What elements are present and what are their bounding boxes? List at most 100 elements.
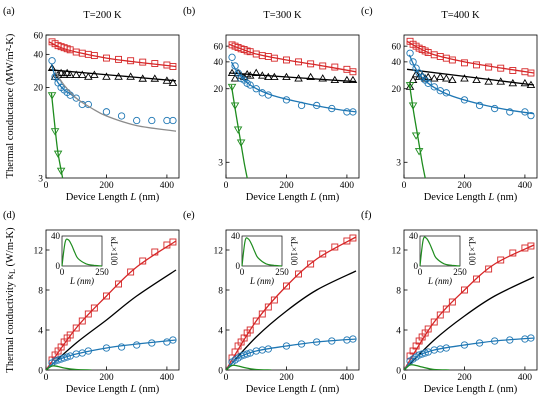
x-tick-label: 400 [160, 373, 175, 383]
data-point-triangle [65, 70, 75, 78]
y-axis-label-bottom: Thermal conductivity κL (W/m-K) [5, 227, 17, 373]
series-green [46, 365, 92, 370]
data-point-triangle [411, 69, 421, 78]
data-point-circle [246, 81, 254, 89]
fit-line-black [48, 69, 177, 82]
data-point-triangle-down [227, 83, 237, 92]
data-point-square [331, 63, 339, 71]
series-red [46, 238, 177, 370]
data-point-triangle [59, 70, 69, 78]
series-green [226, 364, 272, 370]
data-point-triangle [227, 68, 237, 76]
plot-area [405, 37, 536, 178]
data-point-circle [527, 334, 535, 342]
x-axis-label-var: L [309, 384, 316, 395]
y-tick-label: 0 [396, 366, 401, 376]
plot-frame [45, 229, 180, 371]
fit-line-blue [404, 337, 535, 370]
data-point-triangle [508, 78, 518, 87]
series-black [404, 276, 535, 370]
fit-line-red [406, 40, 535, 74]
series-red [228, 41, 357, 76]
fit-line-gray [54, 71, 177, 132]
data-point-square [115, 55, 122, 63]
data-point-circle [424, 79, 432, 87]
data-point-square [448, 56, 456, 64]
x-axis-label-main: Device Length [246, 384, 311, 395]
data-point-triangle [84, 72, 93, 80]
data-point-square [264, 303, 272, 311]
panel-label-e: (e) [183, 210, 195, 221]
fit-line-black [46, 269, 177, 370]
y-tick-label: 0 [38, 366, 43, 376]
data-point-circle [63, 353, 71, 361]
data-point-triangle-down [47, 92, 57, 100]
data-point-circle [328, 104, 336, 113]
data-point-triangle [47, 63, 57, 72]
data-point-square [90, 304, 98, 312]
plot-area [46, 238, 177, 370]
data-point-circle [343, 108, 351, 116]
series-red [48, 38, 177, 70]
series-blue [48, 57, 177, 125]
data-point-triangle [50, 72, 60, 80]
data-point-circle [460, 96, 469, 104]
data-point-circle [117, 112, 126, 120]
data-point-triangle [102, 72, 111, 80]
series-red [404, 242, 535, 370]
y-tick-label: 60 [392, 42, 402, 52]
panel-title-a: T=200 K [83, 10, 122, 21]
data-point-square [331, 243, 339, 251]
inset-y-tick-label: 40 [409, 231, 419, 241]
data-point-triangle [168, 78, 178, 86]
data-point-circle [231, 62, 239, 70]
y-tick-label: 8 [38, 286, 43, 296]
fit-line-black [226, 270, 357, 370]
plot-area [226, 234, 357, 370]
plot-frame [45, 34, 180, 179]
inset-y-tick-label: 40 [231, 231, 241, 241]
data-point-triangle [429, 74, 439, 82]
y-tick-label: 8 [218, 286, 223, 296]
x-tick-label: 400 [518, 181, 533, 191]
inset-x-tick-label: 250 [453, 267, 467, 277]
inset-y-tick-label: 0 [56, 261, 61, 271]
y-tick-label: 3 [396, 159, 401, 169]
y-axis-label-bottom-unit: (W/m-K) [5, 227, 16, 269]
panel-b: 0 200 400 3 20 40 60 Device Length L (nm) (b) T=3… [183, 6, 360, 203]
inset-curve [61, 238, 103, 267]
y-tick-label: 20 [214, 85, 224, 95]
data-point-triangle [484, 77, 493, 85]
data-point-triangle [520, 78, 530, 87]
x-axis-label-var: L [487, 192, 494, 203]
data-point-square [430, 318, 438, 326]
fit-line-blue [230, 61, 357, 113]
data-point-circle [506, 108, 514, 116]
data-point-square [139, 257, 147, 265]
data-point-square [461, 286, 468, 294]
x-axis-label: Device Length L (nm) [424, 384, 518, 395]
data-point-triangle [442, 74, 451, 82]
x-axis-label-var: L [309, 192, 316, 203]
x-tick-label: 400 [340, 373, 355, 383]
data-point-circle [148, 339, 156, 347]
y-tick-label: 3 [218, 159, 223, 169]
data-point-square [283, 56, 290, 64]
inset-e: 0 250 0 40 L (nm) κL×100 [231, 231, 299, 286]
data-point-circle [313, 338, 321, 346]
data-point-triangle [77, 70, 87, 78]
series-red [226, 234, 357, 370]
data-point-triangle [448, 75, 457, 84]
data-point-circle [282, 96, 291, 104]
y-tick-label: 60 [214, 42, 224, 52]
x-tick-label: 200 [99, 181, 114, 191]
fit-line-green [230, 84, 248, 178]
data-point-triangle [62, 68, 72, 77]
data-point-square [527, 69, 535, 77]
data-point-triangle [264, 72, 273, 81]
series-blue [228, 53, 357, 116]
series-black [405, 68, 536, 90]
data-point-square [442, 305, 450, 313]
